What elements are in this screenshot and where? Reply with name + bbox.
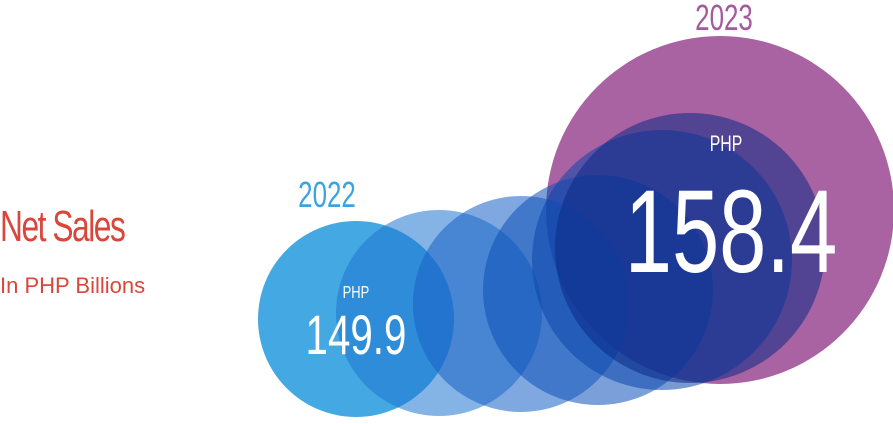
year-label-2023: 2023: [695, 0, 753, 38]
chart-subtitle: In PHP Billions: [0, 273, 146, 298]
bubble-overlap-shade: [555, 113, 825, 383]
currency-label-2022: PHP: [343, 283, 370, 303]
value-label-2022: 149.9: [306, 305, 407, 367]
bubble-group: [258, 36, 893, 417]
value-label-2023: 158.4: [625, 165, 838, 297]
currency-label-2023: PHP: [710, 133, 743, 157]
chart-title: Net Sales: [0, 202, 126, 251]
year-label-2022: 2022: [298, 175, 356, 215]
